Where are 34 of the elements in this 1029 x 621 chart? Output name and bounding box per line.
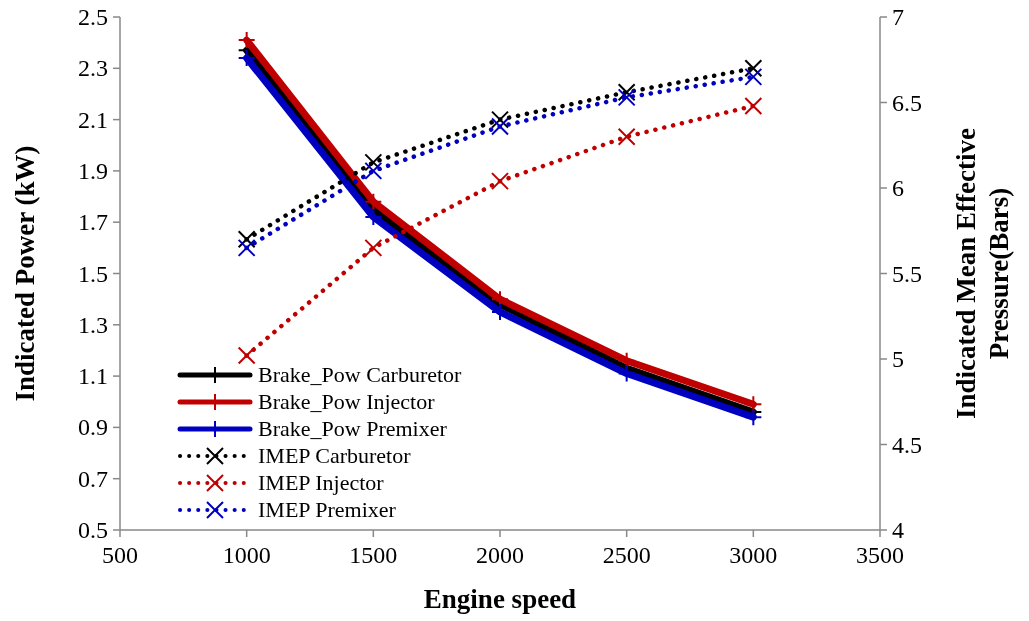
y2-tick-label: 5.5 <box>892 260 922 287</box>
y2-tick-label: 4 <box>892 517 904 543</box>
x-tick-label: 2000 <box>476 542 524 568</box>
y2-tick-label: 7 <box>892 4 904 30</box>
legend-label: Brake_Pow Premixer <box>258 416 448 441</box>
y-tick-label: 2.5 <box>78 4 108 30</box>
y-tick-label: 1.9 <box>78 157 108 184</box>
y-tick-label: 1.3 <box>78 311 108 338</box>
x-tick-label: 500 <box>102 542 138 568</box>
y-axis-title: Indicated Power (kW) <box>10 145 40 402</box>
legend-label: IMEP Carburetor <box>258 443 412 468</box>
y2-tick-label: 5 <box>892 346 904 372</box>
y-tick-label: 1.5 <box>78 260 108 287</box>
x-tick-label: 3000 <box>729 542 778 568</box>
x-tick-label: 3500 <box>856 542 904 568</box>
y2-axis-title: Indicated Mean Effective Pressure(Bars) <box>951 128 1014 419</box>
y2-tick-label: 4.5 <box>892 431 922 458</box>
legend-label: IMEP Premixer <box>258 497 397 522</box>
y-tick-label: 1.1 <box>78 363 108 390</box>
y-tick-label: 0.5 <box>78 517 108 543</box>
y-tick-label: 0.7 <box>78 465 108 492</box>
legend-label: Brake_Pow Injector <box>258 389 436 414</box>
x-axis-title: Engine speed <box>423 584 577 614</box>
legend-label: Brake_Pow Carburetor <box>258 362 463 387</box>
y2-tick-label: 6 <box>892 175 904 201</box>
y-tick-label: 2.1 <box>78 106 108 133</box>
x-tick-label: 1500 <box>349 542 398 568</box>
y-tick-label: 1.7 <box>78 209 108 236</box>
y2-tick-label: 6.5 <box>892 89 922 116</box>
x-tick-label: 1000 <box>222 542 271 568</box>
x-tick-label: 2500 <box>602 542 651 568</box>
legend-label: IMEP Injector <box>258 470 385 495</box>
y-tick-label: 0.9 <box>78 414 108 441</box>
y-tick-label: 2.3 <box>78 55 108 82</box>
